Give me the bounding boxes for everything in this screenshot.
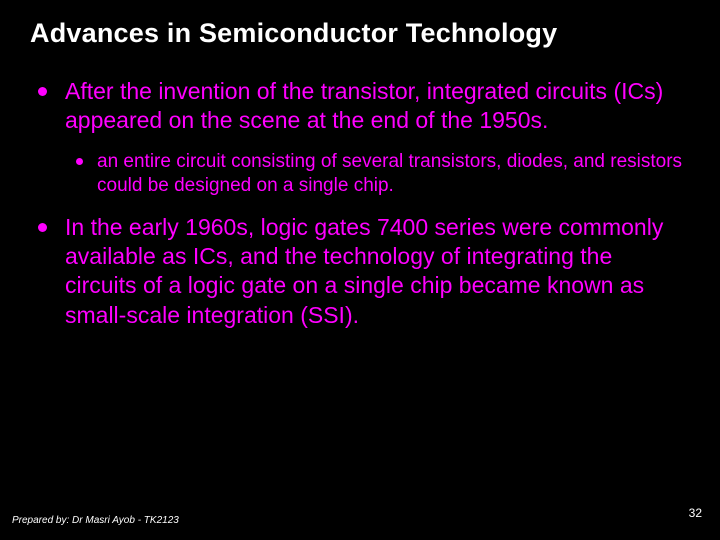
slide-content: After the invention of the transistor, i…: [30, 77, 690, 330]
bullet-text: After the invention of the transistor, i…: [65, 77, 690, 136]
sub-bullet-text: an entire circuit consisting of several …: [97, 150, 690, 199]
bullet-item-1: After the invention of the transistor, i…: [38, 77, 690, 136]
bullet-text: In the early 1960s, logic gates 7400 ser…: [65, 213, 690, 331]
bullet-icon: [76, 158, 83, 165]
slide-title: Advances in Semiconductor Technology: [30, 18, 690, 49]
sub-bullet-group-1: an entire circuit consisting of several …: [38, 150, 690, 199]
bullet-icon: [38, 223, 47, 232]
bullet-icon: [38, 87, 47, 96]
slide: Advances in Semiconductor Technology Aft…: [0, 0, 720, 540]
sub-bullet-item-1: an entire circuit consisting of several …: [76, 150, 690, 199]
page-number: 32: [689, 506, 702, 520]
bullet-item-2: In the early 1960s, logic gates 7400 ser…: [38, 213, 690, 331]
footer-text: Prepared by: Dr Masri Ayob - TK2123: [12, 515, 179, 526]
